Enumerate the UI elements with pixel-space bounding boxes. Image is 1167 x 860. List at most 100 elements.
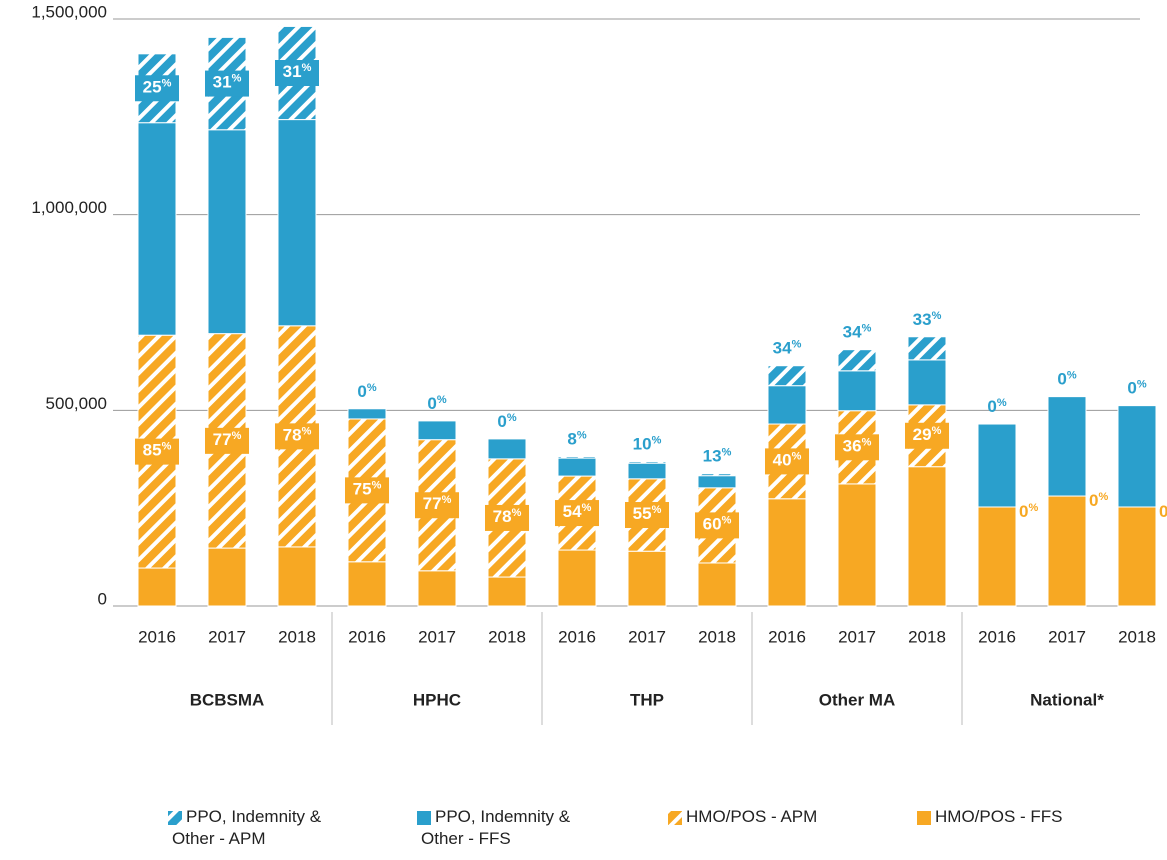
share-label-box <box>485 504 529 531</box>
bar-segment <box>697 475 737 489</box>
legend-swatch <box>917 811 931 825</box>
bar-segment <box>487 438 527 460</box>
bar-segment <box>207 547 247 607</box>
bar-segment <box>697 473 737 477</box>
ppo-share-label: 0% <box>427 394 446 414</box>
bar-segment <box>1047 495 1087 607</box>
bar-segment <box>557 457 597 477</box>
x-tick-label: 2017 <box>838 627 876 646</box>
bar-segment <box>627 550 667 607</box>
share-label-box <box>205 70 249 97</box>
hmo-share-label: 0% <box>1089 491 1108 511</box>
bar-segment <box>417 420 457 441</box>
y-tick-label: 1,500,000 <box>31 2 107 21</box>
bar-segment <box>977 506 1017 607</box>
legend-swatch <box>668 811 682 825</box>
share-label-box <box>275 423 319 450</box>
bar-segment <box>417 570 457 607</box>
bar-segment <box>977 423 1017 508</box>
y-tick-label: 1,000,000 <box>31 198 107 217</box>
share-label-box <box>765 448 809 475</box>
group-label: Other MA <box>819 690 896 709</box>
bar-segment <box>277 546 317 607</box>
hmo-share-label: 78% <box>493 507 522 527</box>
x-tick-label: 2017 <box>208 627 246 646</box>
bar-segment <box>907 466 947 607</box>
ppo-share-label: 13% <box>703 447 732 467</box>
group-label: National* <box>1030 690 1104 709</box>
bar-segment <box>347 561 387 607</box>
bar-segment <box>207 129 247 335</box>
bar-segment <box>137 567 177 607</box>
x-tick-label: 2016 <box>348 627 386 646</box>
hmo-share-label: 0% <box>1159 502 1167 522</box>
ppo-share-label: 8% <box>567 429 586 449</box>
x-tick-label: 2017 <box>418 627 456 646</box>
share-label-box <box>835 434 879 461</box>
share-label-box <box>135 438 179 465</box>
ppo-share-label: 31% <box>283 62 312 82</box>
bar-segment <box>1047 396 1087 497</box>
bar-segment <box>767 385 807 425</box>
share-label-box <box>695 512 739 539</box>
y-tick-label: 500,000 <box>46 394 107 413</box>
ppo-share-label: 31% <box>213 72 242 92</box>
group-label: BCBSMA <box>190 690 265 709</box>
bar-segment <box>767 498 807 607</box>
bar-segment <box>767 365 807 387</box>
x-tick-label: 2018 <box>698 627 736 646</box>
x-tick-label: 2017 <box>628 627 666 646</box>
ppo-share-label: 0% <box>497 412 516 432</box>
ppo-share-label: 33% <box>913 310 942 330</box>
bar-segment <box>837 483 877 607</box>
share-label-box <box>345 477 389 504</box>
hmo-share-label: 54% <box>563 502 592 522</box>
ppo-share-label: 0% <box>1057 370 1076 390</box>
bar-segment <box>837 370 877 412</box>
bar-segment <box>557 549 597 607</box>
hmo-share-label: 40% <box>773 450 802 470</box>
ppo-share-label: 25% <box>143 77 172 97</box>
hmo-share-label: 60% <box>703 514 732 534</box>
ppo-share-label: 10% <box>633 435 662 455</box>
share-label-box <box>275 60 319 87</box>
x-tick-label: 2016 <box>978 627 1016 646</box>
bar-segment <box>487 576 527 607</box>
x-tick-label: 2016 <box>768 627 806 646</box>
y-tick-label: 0 <box>98 589 107 608</box>
legend-label: PPO, Indemnity & Other - APM <box>172 807 322 848</box>
legend-swatch <box>168 811 182 825</box>
hmo-share-label: 29% <box>913 425 942 445</box>
group-label: HPHC <box>413 690 461 709</box>
legend-label: HMO/POS - FFS <box>935 807 1063 826</box>
bar-segment <box>627 462 667 480</box>
share-label-box <box>625 502 669 529</box>
hmo-share-label: 85% <box>143 441 172 461</box>
legend-swatch <box>417 811 431 825</box>
bar-segment <box>1117 506 1157 607</box>
ppo-share-label: 34% <box>773 339 802 359</box>
share-label-box <box>555 500 599 527</box>
x-tick-label: 2018 <box>1118 627 1156 646</box>
group-label: THP <box>630 690 664 709</box>
bar-segment <box>1117 405 1157 508</box>
bar-segment <box>697 562 737 607</box>
ppo-share-label: 0% <box>987 397 1006 417</box>
bar-segment <box>627 461 667 464</box>
hmo-share-label: 77% <box>213 430 242 450</box>
hmo-share-label: 55% <box>633 504 662 524</box>
x-tick-label: 2017 <box>1048 627 1086 646</box>
share-label-box <box>205 427 249 454</box>
bar-segment <box>907 336 947 361</box>
share-label-box <box>905 422 949 449</box>
x-tick-label: 2018 <box>278 627 316 646</box>
x-tick-label: 2016 <box>138 627 176 646</box>
x-tick-label: 2016 <box>558 627 596 646</box>
bar-segment <box>907 359 947 406</box>
x-tick-label: 2018 <box>488 627 526 646</box>
bar-segment <box>837 349 877 372</box>
bar-segment <box>137 122 177 336</box>
hmo-share-label: 78% <box>283 425 312 445</box>
hmo-share-label: 36% <box>843 436 872 456</box>
